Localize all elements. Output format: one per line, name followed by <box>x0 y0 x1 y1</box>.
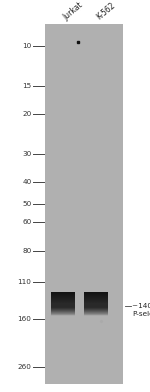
Bar <box>45 24 123 384</box>
Text: 80: 80 <box>22 248 32 254</box>
Text: 30: 30 <box>22 151 32 157</box>
Text: 110: 110 <box>18 279 32 285</box>
Text: 15: 15 <box>22 82 32 89</box>
Text: 260: 260 <box>18 364 32 370</box>
Text: 20: 20 <box>22 111 32 117</box>
Text: 50: 50 <box>22 201 32 207</box>
Text: 10: 10 <box>22 42 32 49</box>
Text: 60: 60 <box>22 219 32 225</box>
Text: ~140 kDa
P-selectin: ~140 kDa P-selectin <box>132 303 150 317</box>
Text: K-562: K-562 <box>94 1 117 22</box>
Text: Jurkat: Jurkat <box>61 0 85 22</box>
Text: 40: 40 <box>22 179 32 185</box>
Text: 160: 160 <box>18 316 32 322</box>
